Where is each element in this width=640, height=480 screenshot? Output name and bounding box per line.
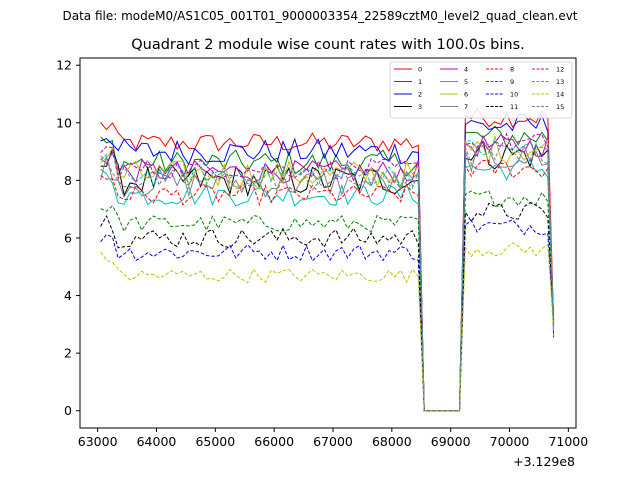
legend-label-10: 10 (510, 91, 518, 99)
x-tick-label: 65000 (195, 434, 235, 449)
y-tick-label: 6 (64, 230, 72, 245)
legend-label-12: 12 (556, 66, 564, 74)
axes-frame (79, 57, 577, 429)
legend-label-15: 15 (556, 103, 564, 111)
x-tick-label: 63000 (78, 434, 118, 449)
y-tick-label: 10 (56, 115, 72, 130)
series-line-3 (100, 140, 555, 412)
legend-label-4: 4 (464, 66, 468, 74)
x-tick-label: 69000 (431, 434, 471, 449)
x-offset-label: +3.129e8 (513, 454, 575, 469)
series-line-4 (100, 133, 555, 412)
legend-label-1: 1 (418, 78, 422, 86)
plot-area (79, 57, 577, 429)
legend-label-14: 14 (556, 91, 564, 99)
series-line-5 (100, 159, 555, 412)
x-tick-label: 68000 (372, 434, 412, 449)
y-tick-label: 8 (64, 173, 72, 188)
y-axis: 0 2 4 6 8 10 12 (56, 58, 80, 418)
legend-label-5: 5 (464, 78, 468, 86)
series-line-15 (100, 142, 555, 412)
series-line-14 (100, 242, 555, 412)
x-tick-label: 71000 (548, 434, 588, 449)
y-tick-label: 4 (64, 288, 72, 303)
series-line-11 (100, 202, 555, 412)
x-tick-label: 64000 (137, 434, 177, 449)
legend-label-13: 13 (556, 78, 564, 86)
legend-label-0: 0 (418, 66, 422, 74)
chart-title: Quadrant 2 module wise count rates with … (131, 37, 525, 53)
legend-label-2: 2 (418, 91, 422, 99)
y-tick-label: 2 (64, 346, 72, 361)
legend-label-7: 7 (464, 103, 468, 111)
series-line-9 (100, 190, 555, 412)
series-line-1 (100, 125, 555, 412)
x-tick-label: 70000 (490, 434, 530, 449)
series-line-12 (100, 132, 555, 412)
legend-label-3: 3 (418, 103, 422, 111)
series-line-8 (100, 159, 555, 412)
figure-suptitle: Data file: modeM0/AS1C05_001T01_90000033… (62, 9, 577, 23)
legend-label-8: 8 (510, 66, 514, 74)
legend-label-11: 11 (510, 103, 518, 111)
series-line-7 (100, 142, 555, 412)
series-line-2 (100, 113, 555, 412)
x-tick-label: 66000 (254, 434, 294, 449)
x-tick-label: 67000 (313, 434, 353, 449)
series-line-10 (100, 219, 555, 412)
legend-label-6: 6 (464, 91, 468, 99)
series-line-6 (100, 135, 555, 412)
x-axis: 63000 64000 65000 66000 67000 68000 69000 70000… (78, 428, 588, 449)
y-tick-label: 0 (64, 403, 72, 418)
legend-box (389, 61, 573, 119)
legend-label-9: 9 (510, 78, 514, 86)
y-tick-label: 12 (56, 58, 72, 73)
